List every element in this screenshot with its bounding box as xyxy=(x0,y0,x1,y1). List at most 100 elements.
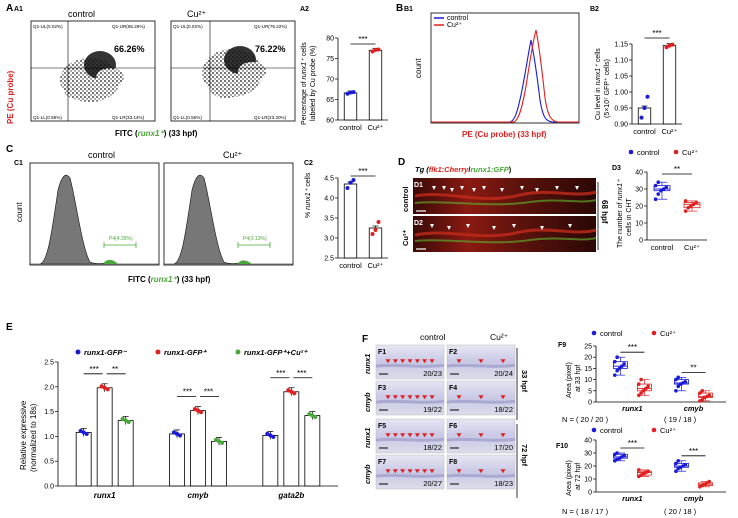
flow-scatter-cu xyxy=(202,46,266,98)
d-row-cu: Cu²⁺ xyxy=(401,230,410,246)
ish-panel-label: F3 xyxy=(378,385,386,392)
y-tick-label: 20 xyxy=(584,355,592,362)
ish-arrowhead xyxy=(385,469,391,474)
c1-gate-control: P4(4.39%) xyxy=(109,236,133,242)
x-tick-label: gata2b xyxy=(277,491,304,500)
a1-q-ur: Q1-UR(66.26%) xyxy=(112,24,145,29)
c1-hist-green-cu xyxy=(237,260,252,264)
f9-ylabel-1: Area (pixel) xyxy=(566,362,573,398)
panel-c: C C1 control Cu²⁺ P4(4.39%) P4(3.13%) co… xyxy=(6,144,388,284)
f10-ylabel-1: Area (pixel) xyxy=(566,460,573,496)
data-point xyxy=(639,115,644,120)
data-point xyxy=(683,380,688,384)
ish-arrowhead xyxy=(478,433,484,438)
x-tick-label: Cu²⁺ xyxy=(661,127,677,136)
bar xyxy=(637,107,652,125)
ish-stain xyxy=(446,399,516,404)
x-tick-label: runx1 xyxy=(622,494,642,503)
sig-label: *** xyxy=(276,369,285,378)
data-point xyxy=(370,232,375,236)
ish-count: 19/22 xyxy=(423,405,442,414)
sig-label: *** xyxy=(652,29,661,38)
data-point xyxy=(126,419,131,425)
ish-panel-label: F1 xyxy=(378,349,386,356)
panel-b-label: B xyxy=(396,3,403,14)
y-tick-label: 0 xyxy=(588,400,592,407)
bar xyxy=(343,183,358,259)
data-point xyxy=(707,393,712,398)
ish-arrowhead xyxy=(392,395,398,400)
ish-count: 20/23 xyxy=(423,369,442,378)
ish-arrowhead xyxy=(456,469,462,474)
data-point xyxy=(376,220,381,224)
y-tick-label: 1.15 xyxy=(614,42,628,49)
y-tick-label: 0 xyxy=(588,490,592,497)
y-tick-label: 5 xyxy=(588,388,592,395)
f10-ylabel-2: at 72 hpf xyxy=(575,463,582,490)
y-tick-label: 3.5 xyxy=(324,216,334,223)
panel-b2-label: B2 xyxy=(590,6,599,13)
x-tick-label: runx1 xyxy=(622,404,642,413)
f-col-control: control xyxy=(420,332,446,342)
bar xyxy=(343,92,358,121)
ish-panel-label: F5 xyxy=(378,423,386,430)
ish-arrowhead xyxy=(429,433,435,438)
sig-label: *** xyxy=(689,447,698,456)
ish-count: 20/24 xyxy=(494,369,513,378)
data-point xyxy=(700,389,705,393)
y-tick-label: 40 xyxy=(584,438,592,445)
bar xyxy=(262,435,279,487)
f-image-grid: F1 20/23 F2 20/24 F3 19/22 F4 18/22 F5 18/22 F6 17/… xyxy=(375,344,516,490)
x-tick-label: control xyxy=(339,123,362,132)
data-point xyxy=(613,373,617,377)
b1-legend-control: control xyxy=(447,15,468,22)
data-point xyxy=(345,91,350,96)
ish-arrowhead xyxy=(429,469,435,474)
ish-arrowhead xyxy=(392,433,398,438)
ish-panel-label: F2 xyxy=(449,349,457,356)
y-tick-label: 15 xyxy=(584,366,592,373)
chart-a2: 60 65 70 75 80 control Cu²⁺ *** xyxy=(326,35,388,132)
data-point xyxy=(674,389,678,393)
bar xyxy=(368,49,383,121)
a1-q-ul: Q1-UL(0.02%) xyxy=(33,24,63,29)
ish-stain xyxy=(375,473,445,478)
data-point xyxy=(670,42,675,47)
ish-arrowhead xyxy=(422,395,428,400)
y-tick-label: 1.05 xyxy=(614,74,628,81)
data-point xyxy=(700,397,705,402)
ish-arrowhead xyxy=(500,469,506,474)
data-point xyxy=(370,49,375,54)
d1-arrowheads xyxy=(432,186,579,192)
x-tick-label: cmyb xyxy=(684,494,704,503)
bar xyxy=(75,432,92,487)
a1-pct-cu: 76.22% xyxy=(255,44,286,54)
data-point xyxy=(620,364,624,368)
c1-xlabel: FITC (runx1⁺) (33 hpf) xyxy=(128,275,211,284)
y-tick-label: 20 xyxy=(635,204,643,211)
data-point xyxy=(622,362,626,366)
b1-xlabel: PE (Cu probe) (33 hpf) xyxy=(462,130,547,139)
ish-arrowhead xyxy=(478,469,484,474)
a1-col-cu: Cu²⁺ xyxy=(187,9,207,19)
f9-n-label2: ( 19 / 18 ) xyxy=(664,415,697,424)
panel-f9-label: F9 xyxy=(558,342,566,349)
bar xyxy=(211,440,227,487)
b1-curve-control xyxy=(431,39,579,123)
y-tick-label: 2.5 xyxy=(324,256,334,263)
b1-legend-cu: Cu²⁺ xyxy=(447,22,462,29)
data-point xyxy=(637,382,641,386)
sig-label: ** xyxy=(674,165,680,174)
ish-arrowhead xyxy=(422,469,428,474)
y-tick-label: 30 xyxy=(584,451,592,458)
ish-arrowhead xyxy=(429,395,435,400)
y-tick-label: 1.5 xyxy=(44,409,54,416)
y-tick-label: 1.0 xyxy=(44,434,54,441)
data-point xyxy=(659,188,663,193)
data-point xyxy=(689,204,693,208)
y-tick-label: 0.5 xyxy=(44,459,54,466)
d3-ylabel-1: The number of runx1⁺ xyxy=(617,178,624,248)
ish-arrowhead xyxy=(385,433,391,438)
x-tick-label: Cu²⁺ xyxy=(367,261,383,270)
e-ylabel-1: Relative expressive xyxy=(19,400,28,470)
